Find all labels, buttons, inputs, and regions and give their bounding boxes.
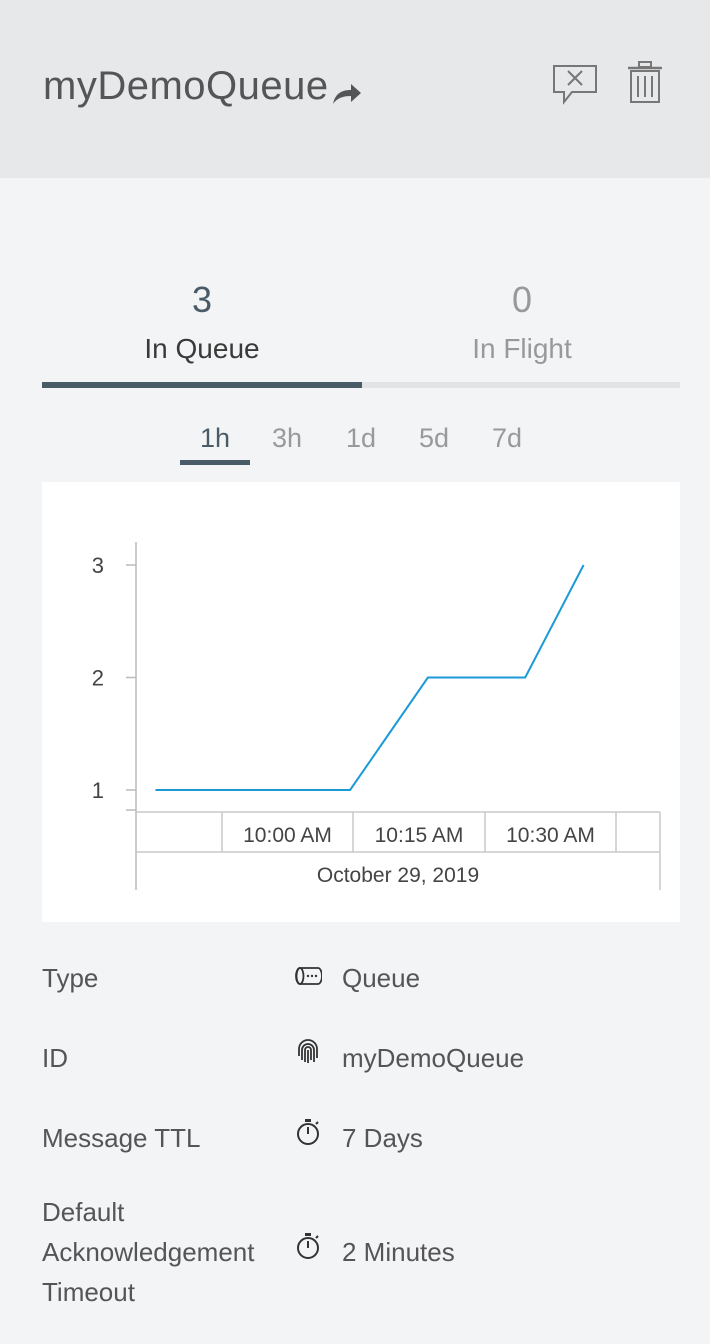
chart-svg: 1 2 3 10:00 AM 10:15 AM 10:30 AM October 29, 2… (92, 542, 661, 890)
in-flight-label: In Flight (472, 333, 572, 364)
detail-value-type: Queue (342, 963, 421, 993)
x-axis-label: October 29, 2019 (317, 864, 479, 887)
in-queue-label: In Queue (144, 333, 260, 364)
detail-label-ttl: Message TTL (42, 1123, 201, 1153)
page-title: myDemoQueue (43, 64, 363, 109)
tab-in-flight[interactable]: 0 In Flight (362, 278, 682, 378)
detail-label-id: ID (42, 1043, 68, 1073)
detail-label-ack-line1: Default (42, 1197, 125, 1227)
y-tick-label-3: 3 (92, 553, 104, 578)
y-tick-label-2: 2 (92, 666, 104, 691)
fingerprint-icon (298, 1039, 318, 1063)
share-arrow-icon[interactable] (331, 73, 363, 104)
queue-name: myDemoQueue (43, 64, 329, 108)
series-line-0 (155, 564, 585, 791)
range-tab-7d[interactable]: 7d (491, 423, 523, 453)
detail-label-type: Type (42, 963, 99, 993)
queue-icon (295, 967, 322, 985)
range-tab-5d[interactable]: 5d (418, 423, 450, 453)
range-tab-3h[interactable]: 3h (271, 423, 303, 453)
purge-messages-icon (553, 65, 597, 105)
detail-value-id: myDemoQueue (342, 1043, 525, 1073)
detail-value-ttl: 7 Days (342, 1123, 423, 1153)
time-range-tabs: 1h 3h 1d 5d 7d (0, 420, 710, 470)
stopwatch-icon (297, 1233, 319, 1259)
queue-depth-chart: 1 2 3 10:00 AM 10:15 AM 10:30 AM October 29, 2… (42, 482, 680, 922)
purge-messages-button[interactable] (552, 60, 598, 106)
queue-content: 3 In Queue 0 In Flight 1h 3h 1d 5d 7d 1 2… (0, 178, 710, 1344)
in-flight-count: 0 (511, 279, 533, 320)
x-tick-label-2: 10:30 AM (506, 824, 595, 847)
detail-label-ack-line3: Timeout (42, 1277, 135, 1307)
stopwatch-icon (297, 1119, 319, 1145)
tab-in-queue[interactable]: 3 In Queue (42, 278, 362, 378)
range-tab-1d[interactable]: 1d (345, 423, 377, 453)
trash-icon (628, 61, 662, 103)
in-queue-count: 3 (191, 279, 213, 320)
range-tab-underline (180, 460, 250, 465)
queue-header: myDemoQueue (0, 0, 710, 178)
delete-queue-button[interactable] (626, 60, 664, 106)
tab-active-indicator (42, 382, 362, 388)
y-tick-label-1: 1 (92, 778, 104, 803)
x-tick-label-0: 10:00 AM (243, 824, 332, 847)
detail-label-ack-timeout: Default Acknowledgement Timeout (42, 1192, 282, 1312)
detail-label-ack-line2: Acknowledgement (42, 1237, 255, 1267)
range-tab-1h[interactable]: 1h (199, 423, 231, 453)
x-tick-label-1: 10:15 AM (375, 824, 464, 847)
detail-value-ack-timeout: 2 Minutes (342, 1237, 455, 1267)
